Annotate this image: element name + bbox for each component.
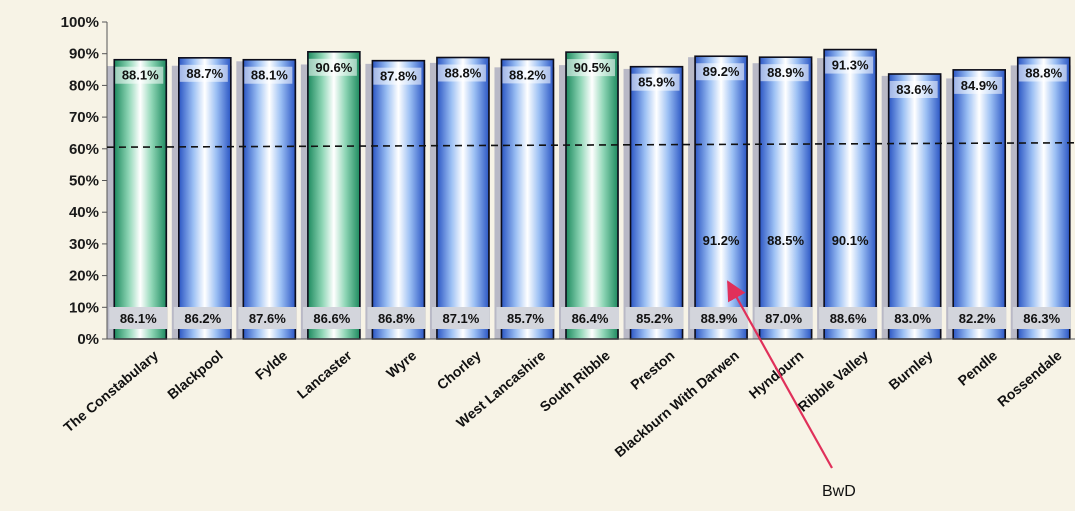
back-value-label-11: 88.6%	[830, 311, 867, 326]
back-value-label-8: 85.2%	[636, 311, 673, 326]
back-value-label-3: 86.6%	[313, 311, 350, 326]
front-bar-2	[242, 58, 297, 340]
front-value-label-1: 88.7%	[186, 66, 223, 81]
y-tick-label-3: 30%	[69, 236, 99, 253]
front-value-label-14: 88.8%	[1025, 66, 1062, 81]
back-label-box-4	[367, 307, 426, 329]
front-value-label-3: 90.6%	[315, 60, 352, 75]
annotation-text-0: BwD	[822, 483, 856, 500]
front-label-bg-12	[889, 80, 938, 98]
front-bar-13	[952, 69, 1007, 340]
y-tick-label-2: 20%	[69, 268, 99, 285]
back-label-box-11	[819, 307, 878, 329]
back-value-label-14: 86.3%	[1023, 311, 1060, 326]
back-label-box-8	[625, 307, 684, 329]
front-label-bg-7	[567, 59, 615, 77]
front-value-label-7: 90.5%	[574, 60, 611, 75]
front-label-bg-1	[179, 64, 228, 82]
y-tick-label-7: 70%	[69, 109, 99, 126]
reference-line	[106, 141, 1075, 149]
back-label-box-10	[754, 307, 813, 329]
front-label-bg-5	[437, 64, 486, 82]
front-value-label-0: 88.1%	[122, 68, 159, 83]
front-bar-0	[113, 58, 168, 340]
reference-layer	[106, 141, 1075, 149]
front-label-bg-0	[115, 66, 164, 84]
front-bar-8	[629, 65, 684, 340]
front-value-label-12: 83.6%	[896, 82, 933, 97]
back-value-label-13: 82.2%	[959, 311, 996, 326]
y-tick-label-5: 50%	[69, 173, 99, 190]
front-value-label-10: 88.9%	[767, 65, 804, 80]
back-value-label-5: 87.1%	[442, 311, 479, 326]
annotation-layer: BwD	[727, 280, 856, 500]
back-label-box-5	[431, 307, 490, 329]
front-bar-9	[694, 55, 748, 340]
back-value-label-2: 87.6%	[249, 311, 286, 326]
back-value-label-12: 83.0%	[894, 311, 931, 326]
front-bar-12	[887, 73, 942, 340]
back-label-box-7	[561, 307, 619, 329]
back-label-box-13	[948, 307, 1007, 329]
front-value-label-9: 89.2%	[703, 64, 740, 79]
mid-value-label-1: 88.5%	[767, 233, 804, 248]
front-value-label-4: 87.8%	[380, 69, 417, 84]
front-label-bg-4	[373, 67, 422, 85]
back-value-label-6: 85.7%	[507, 311, 544, 326]
y-tick-label-4: 40%	[69, 204, 99, 221]
y-tick-label-8: 80%	[69, 77, 99, 94]
back-label-box-9	[690, 307, 749, 329]
front-value-label-11: 91.3%	[832, 58, 869, 73]
back-value-label-10: 87.0%	[765, 311, 802, 326]
front-value-label-8: 85.9%	[638, 75, 675, 90]
annotation-arrow-0	[727, 280, 833, 469]
mid-value-label-2: 90.1%	[832, 233, 869, 248]
y-tick-label-1: 10%	[69, 299, 99, 316]
front-bar-6	[500, 58, 555, 340]
y-tick-label-9: 90%	[69, 46, 99, 63]
back-label-box-3	[302, 307, 361, 329]
front-label-bg-13	[954, 76, 1003, 94]
back-label-box-2	[238, 307, 297, 329]
back-label-box-1	[173, 307, 232, 329]
back-label-box-6	[496, 307, 555, 329]
back-label-box-12	[883, 307, 942, 329]
front-bar-5	[436, 56, 490, 340]
back-label-box-0	[109, 307, 168, 329]
front-label-bg-10	[760, 64, 809, 82]
front-bar-1	[178, 57, 232, 340]
front-bar-14	[1016, 56, 1071, 340]
front-value-label-13: 84.9%	[961, 78, 998, 93]
front-bar-10	[758, 56, 813, 340]
bars-layer	[107, 48, 1071, 340]
front-value-label-6: 88.2%	[509, 67, 546, 82]
data-labels-layer: 88.1% 88.7% 88.1% 90.6% 87.8% 88.8% 88.2% 90.5%…	[109, 56, 1071, 329]
front-label-bg-9	[696, 63, 745, 81]
back-label-box-14	[1012, 307, 1071, 329]
mid-value-label-0: 91.2%	[703, 233, 740, 248]
front-label-bg-2	[244, 66, 293, 84]
y-tick-label-6: 60%	[69, 141, 99, 158]
front-bar-7	[565, 51, 619, 340]
y-tick-label-0: 0%	[77, 331, 99, 348]
front-label-bg-3	[308, 58, 357, 76]
front-bar-4	[371, 59, 426, 340]
front-label-bg-6	[502, 66, 551, 84]
front-bar-11	[823, 48, 877, 340]
front-label-bg-14	[1018, 64, 1067, 82]
back-value-label-1: 86.2%	[184, 311, 221, 326]
front-label-bg-11	[825, 56, 874, 74]
back-value-label-4: 86.8%	[378, 311, 415, 326]
front-bar-3	[307, 50, 361, 340]
back-value-label-7: 86.4%	[572, 311, 609, 326]
back-value-label-9: 88.9%	[701, 311, 738, 326]
back-value-label-0: 86.1%	[120, 311, 157, 326]
front-label-bg-8	[631, 73, 680, 91]
front-value-label-5: 88.8%	[444, 66, 481, 81]
front-value-label-2: 88.1%	[251, 68, 288, 83]
y-tick-label-10: 100%	[61, 14, 99, 31]
